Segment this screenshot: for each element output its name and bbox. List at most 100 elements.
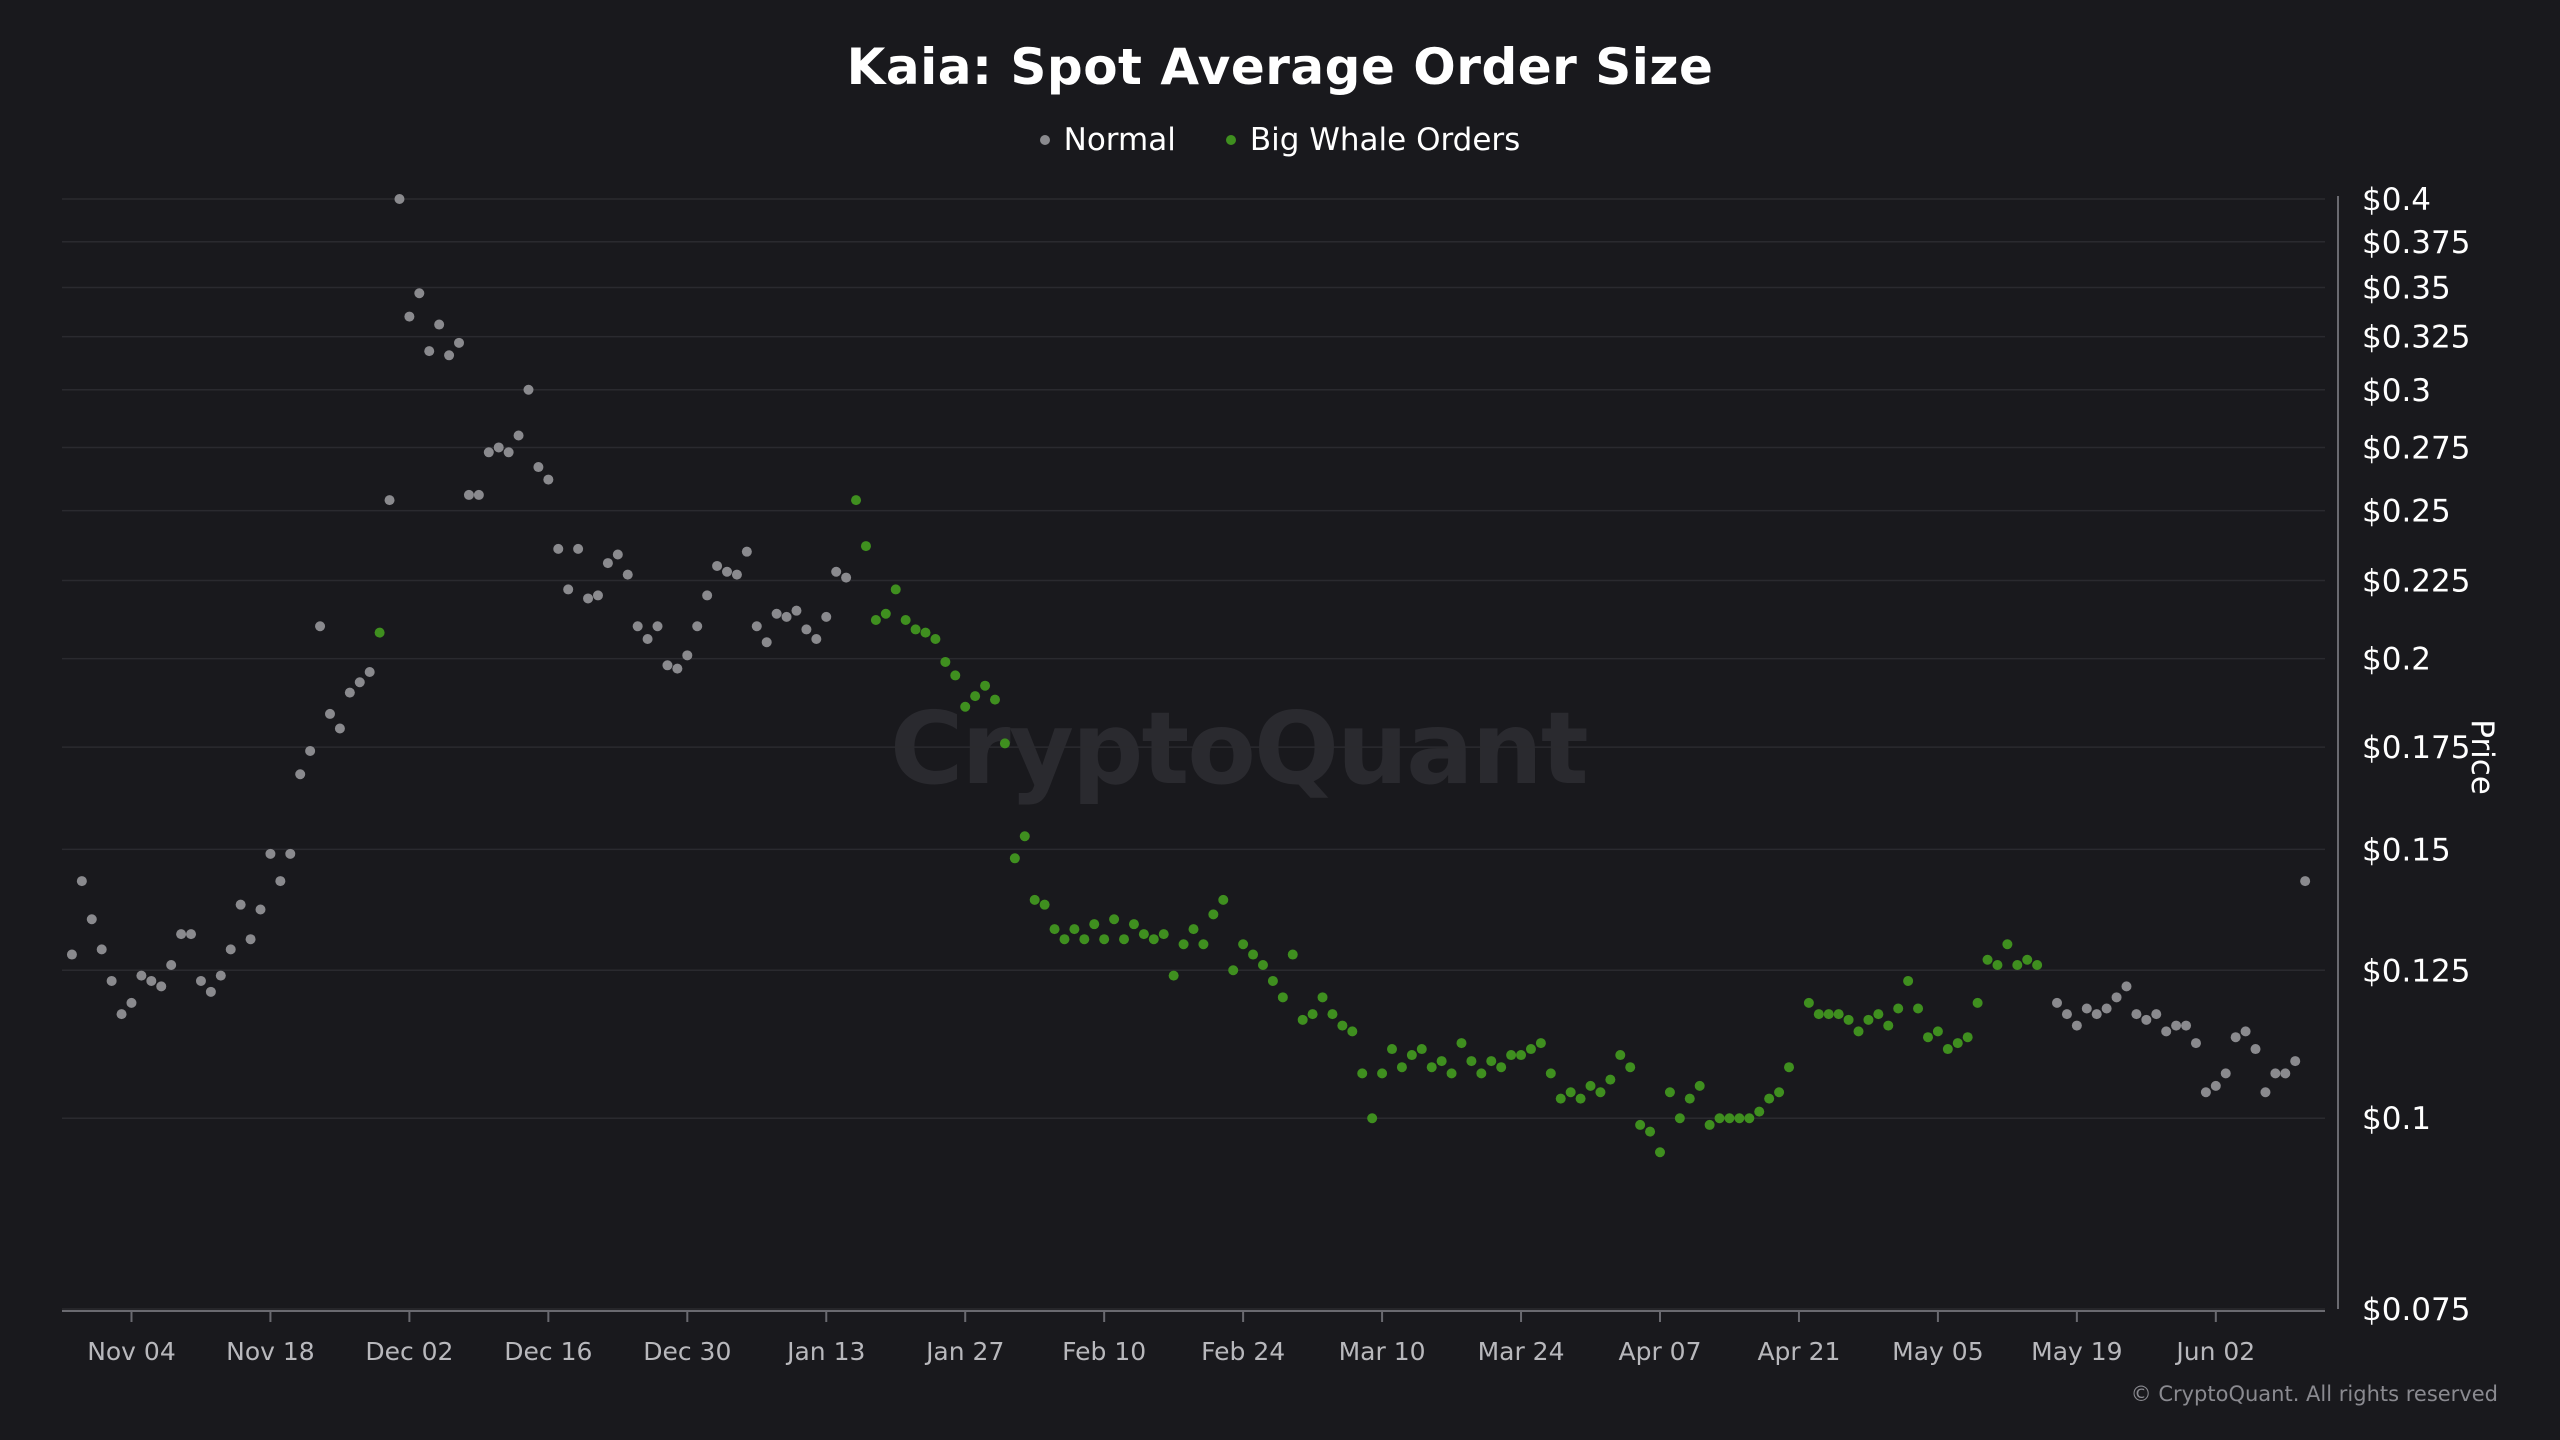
big-whale-point[interactable] (1387, 1044, 1398, 1055)
big-whale-point[interactable] (1555, 1093, 1566, 1104)
big-whale-point[interactable] (1486, 1056, 1497, 1067)
big-whale-point[interactable] (1883, 1020, 1894, 1031)
normal-point[interactable] (463, 489, 474, 500)
normal-point[interactable] (195, 975, 206, 986)
big-whale-point[interactable] (1734, 1113, 1745, 1124)
normal-point[interactable] (2200, 1087, 2211, 1098)
big-whale-point[interactable] (1575, 1093, 1586, 1104)
normal-point[interactable] (2052, 997, 2063, 1008)
normal-point[interactable] (394, 194, 405, 204)
normal-point[interactable] (146, 975, 157, 986)
big-whale-point[interactable] (999, 738, 1010, 749)
big-whale-point[interactable] (1744, 1113, 1755, 1124)
normal-point[interactable] (513, 430, 524, 441)
big-whale-point[interactable] (1525, 1044, 1536, 1055)
normal-point[interactable] (751, 621, 762, 632)
big-whale-point[interactable] (1674, 1113, 1685, 1124)
big-whale-point[interactable] (1009, 853, 1020, 864)
big-whale-point[interactable] (1248, 949, 1259, 960)
big-whale-point[interactable] (900, 614, 911, 625)
big-whale-point[interactable] (374, 627, 385, 638)
big-whale-point[interactable] (1099, 934, 1110, 945)
big-whale-point[interactable] (1456, 1038, 1467, 1049)
normal-point[interactable] (533, 462, 544, 473)
big-whale-point[interactable] (1803, 997, 1814, 1008)
big-whale-point[interactable] (1764, 1093, 1775, 1104)
big-whale-point[interactable] (1972, 997, 1983, 1008)
big-whale-point[interactable] (1347, 1026, 1358, 1037)
big-whale-point[interactable] (1287, 949, 1298, 960)
big-whale-point[interactable] (1496, 1062, 1507, 1073)
big-whale-point[interactable] (1039, 899, 1050, 910)
normal-point[interactable] (811, 634, 822, 645)
big-whale-point[interactable] (910, 624, 921, 635)
big-whale-point[interactable] (1952, 1038, 1963, 1049)
big-whale-point[interactable] (1228, 965, 1239, 976)
big-whale-point[interactable] (1198, 939, 1209, 950)
big-whale-point[interactable] (1436, 1056, 1447, 1067)
normal-point[interactable] (404, 311, 415, 322)
normal-point[interactable] (2210, 1080, 2221, 1091)
normal-point[interactable] (2151, 1009, 2162, 1020)
big-whale-point[interactable] (851, 495, 862, 506)
big-whale-point[interactable] (1565, 1087, 1576, 1098)
normal-point[interactable] (771, 608, 782, 619)
big-whale-point[interactable] (1029, 894, 1040, 905)
big-whale-point[interactable] (1178, 939, 1189, 950)
normal-point[interactable] (176, 929, 187, 940)
normal-point[interactable] (583, 593, 594, 604)
big-whale-point[interactable] (1357, 1068, 1368, 1079)
normal-point[interactable] (692, 621, 703, 632)
normal-point[interactable] (136, 970, 147, 981)
big-whale-point[interactable] (1218, 894, 1229, 905)
normal-point[interactable] (156, 981, 167, 992)
normal-point[interactable] (2250, 1044, 2261, 1055)
normal-point[interactable] (712, 560, 723, 571)
normal-point[interactable] (454, 337, 465, 348)
big-whale-point[interactable] (1873, 1009, 1884, 1020)
normal-point[interactable] (315, 621, 326, 632)
normal-point[interactable] (553, 543, 564, 554)
big-whale-point[interactable] (2022, 954, 2033, 965)
big-whale-point[interactable] (1466, 1056, 1477, 1067)
normal-point[interactable] (255, 904, 266, 915)
normal-point[interactable] (324, 708, 335, 719)
big-whale-point[interactable] (1595, 1087, 1606, 1098)
normal-point[interactable] (166, 959, 177, 970)
big-whale-point[interactable] (1416, 1044, 1427, 1055)
normal-point[interactable] (2121, 981, 2132, 992)
normal-point[interactable] (384, 495, 395, 506)
normal-point[interactable] (523, 384, 534, 395)
normal-point[interactable] (364, 667, 375, 678)
normal-point[interactable] (543, 474, 554, 485)
normal-point[interactable] (186, 929, 197, 940)
big-whale-point[interactable] (1774, 1087, 1785, 1098)
big-whale-point[interactable] (1615, 1050, 1626, 1061)
normal-point[interactable] (434, 319, 445, 330)
big-whale-point[interactable] (1654, 1147, 1665, 1158)
big-whale-point[interactable] (1257, 959, 1268, 970)
normal-point[interactable] (821, 611, 832, 622)
big-whale-point[interactable] (1545, 1068, 1556, 1079)
normal-point[interactable] (444, 350, 455, 361)
normal-point[interactable] (781, 611, 792, 622)
normal-point[interactable] (731, 569, 742, 580)
big-whale-point[interactable] (1377, 1068, 1388, 1079)
normal-point[interactable] (2240, 1026, 2251, 1037)
big-whale-point[interactable] (1913, 1003, 1924, 1014)
big-whale-point[interactable] (930, 634, 941, 645)
big-whale-point[interactable] (1307, 1009, 1318, 1020)
big-whale-point[interactable] (1893, 1003, 1904, 1014)
normal-point[interactable] (2230, 1032, 2241, 1043)
normal-point[interactable] (265, 848, 276, 859)
big-whale-point[interactable] (1714, 1113, 1725, 1124)
normal-point[interactable] (2181, 1020, 2192, 1031)
normal-point[interactable] (652, 621, 663, 632)
normal-point[interactable] (2071, 1020, 2082, 1031)
big-whale-point[interactable] (880, 608, 891, 619)
normal-point[interactable] (682, 650, 693, 661)
normal-point[interactable] (305, 745, 316, 756)
big-whale-point[interactable] (1694, 1080, 1705, 1091)
normal-point[interactable] (483, 447, 494, 458)
big-whale-point[interactable] (1426, 1062, 1437, 1073)
